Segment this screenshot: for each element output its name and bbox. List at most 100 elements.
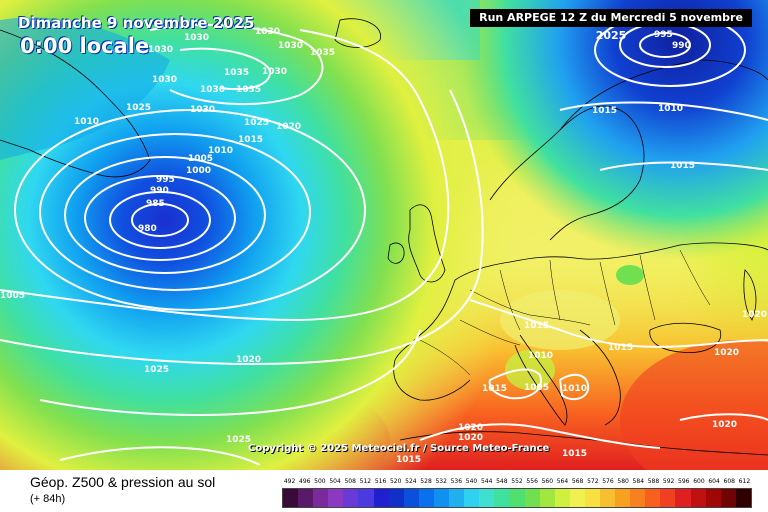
isobar-label: 1020: [276, 122, 301, 132]
legend-swatch: [630, 489, 646, 507]
isobar-label: 1015: [238, 135, 263, 145]
legend-swatch: [675, 489, 691, 507]
isobar-label: 1015: [592, 106, 617, 116]
model-run-label: Run ARPEGE 12 Z du Mercredi 5 novembre 2…: [470, 9, 752, 42]
isobar-label: 1030: [148, 45, 173, 55]
legend-label: 516: [374, 478, 387, 485]
legend-label: 564: [556, 478, 569, 485]
isobar-label: 1020: [458, 433, 483, 443]
weather-map: 980 985 990 995 1000 1005 1010 1015 1025…: [0, 0, 768, 470]
legend-label: 540: [465, 478, 478, 485]
color-legend: 492 496 500 504 508 512 516 520 524 528 532 536 540 5…: [282, 478, 752, 508]
map-footer: Géop. Z500 & pression au sol (+ 84h) 492…: [0, 470, 768, 512]
legend-label: 608: [723, 478, 735, 485]
isobar-label: 1010: [658, 104, 683, 114]
legend-label: 504: [329, 478, 341, 485]
legend-swatch: [418, 489, 434, 507]
isobar-label: 985: [146, 199, 165, 209]
forecast-lead-time: (+ 84h): [30, 493, 66, 505]
isobar-label: 1020: [236, 355, 261, 365]
legend-label: 560: [541, 478, 554, 485]
isobar-label: 1015: [562, 449, 587, 459]
legend-swatch: [524, 489, 540, 507]
legend-swatch: [464, 489, 480, 507]
isobar-label: 980: [138, 224, 157, 234]
isobar-label: 1015: [396, 455, 421, 465]
legend-swatch: [720, 489, 736, 507]
map-title: Géop. Z500 & pression au sol: [30, 474, 216, 490]
legend-label: 604: [708, 478, 720, 485]
legend-label: 588: [647, 478, 660, 485]
legend-swatch: [615, 489, 631, 507]
legend-swatch: [433, 489, 450, 507]
isobar-label: 1015: [524, 321, 549, 331]
legend-label: 576: [602, 478, 614, 485]
legend-swatch: [283, 489, 299, 507]
legend-label: 584: [632, 478, 645, 485]
legend-swatch: [298, 489, 314, 507]
legend-label: 552: [511, 478, 523, 485]
legend-label: 520: [389, 478, 402, 485]
isobar-label: 1010: [528, 351, 553, 361]
isobar-label: 1030: [255, 27, 280, 37]
isobar-label: 1025: [126, 103, 151, 113]
legend-label: 596: [678, 478, 690, 485]
copyright-notice: Copyright © 2025 Meteociel.fr / Source M…: [248, 443, 550, 454]
legend-color-bar: [282, 488, 752, 508]
legend-swatch: [373, 489, 389, 507]
isobar-label: 1020: [742, 310, 767, 320]
isobar-label: 1030: [200, 85, 225, 95]
legend-label: 508: [344, 478, 356, 485]
legend-swatch: [569, 489, 585, 507]
legend-label: 512: [359, 478, 372, 485]
legend-label: 500: [314, 478, 326, 485]
forecast-date: Dimanche 9 novembre 2025: [18, 14, 255, 32]
legend-label: 600: [693, 478, 705, 485]
isobar-label: 1025: [226, 435, 251, 445]
isobar-labels: 980 985 990 995 1000 1005 1010 1015 1025…: [0, 27, 767, 465]
legend-swatch: [479, 489, 495, 507]
isobar-label: 1035: [224, 68, 249, 78]
coastlines: [0, 18, 768, 456]
legend-label: 544: [480, 478, 493, 485]
isobar-label: 1035: [310, 48, 335, 58]
legend-swatch: [539, 489, 555, 507]
isobar-label: 995: [654, 30, 673, 40]
legend-swatch: [584, 489, 600, 507]
legend-swatch: [388, 489, 404, 507]
legend-swatch: [690, 489, 706, 507]
legend-swatch: [509, 489, 525, 507]
isobar-label: 1000: [186, 166, 211, 176]
isobar-label: 1020: [458, 423, 483, 433]
legend-label: 612: [738, 478, 751, 485]
legend-labels: 492 496 500 504 508 512 516 520 524 528 532 536 540 5…: [282, 478, 752, 488]
legend-label: 528: [420, 478, 432, 485]
isobar-label: 1010: [208, 146, 233, 156]
legend-label: 524: [405, 478, 417, 485]
geopotential-field: 980 985 990 995 1000 1005 1010 1015 1025…: [0, 0, 768, 470]
isobar-label: 1010: [74, 117, 99, 127]
legend-swatch: [554, 489, 570, 507]
legend-label: 532: [435, 478, 447, 485]
isobar-label: 990: [150, 186, 169, 196]
isobars: [0, 13, 768, 466]
isobar-label: 1020: [714, 348, 739, 358]
legend-swatch: [328, 489, 344, 507]
legend-label: 580: [617, 478, 629, 485]
isobar-label: 1025: [244, 118, 269, 128]
isobar-label: 1005: [524, 383, 549, 393]
isobar-label: 1030: [184, 33, 209, 43]
legend-swatch: [735, 489, 751, 507]
legend-swatch: [403, 489, 419, 507]
legend-label: 556: [526, 478, 538, 485]
legend-label: 548: [496, 478, 508, 485]
isobar-label: 1025: [144, 365, 169, 375]
legend-label: 536: [450, 478, 463, 485]
legend-swatch: [705, 489, 721, 507]
legend-swatch: [494, 489, 510, 507]
legend-swatch: [313, 489, 329, 507]
legend-swatch: [343, 489, 359, 507]
isobar-label: 1015: [670, 161, 695, 171]
legend-swatch: [358, 489, 374, 507]
legend-label: 592: [662, 478, 675, 485]
